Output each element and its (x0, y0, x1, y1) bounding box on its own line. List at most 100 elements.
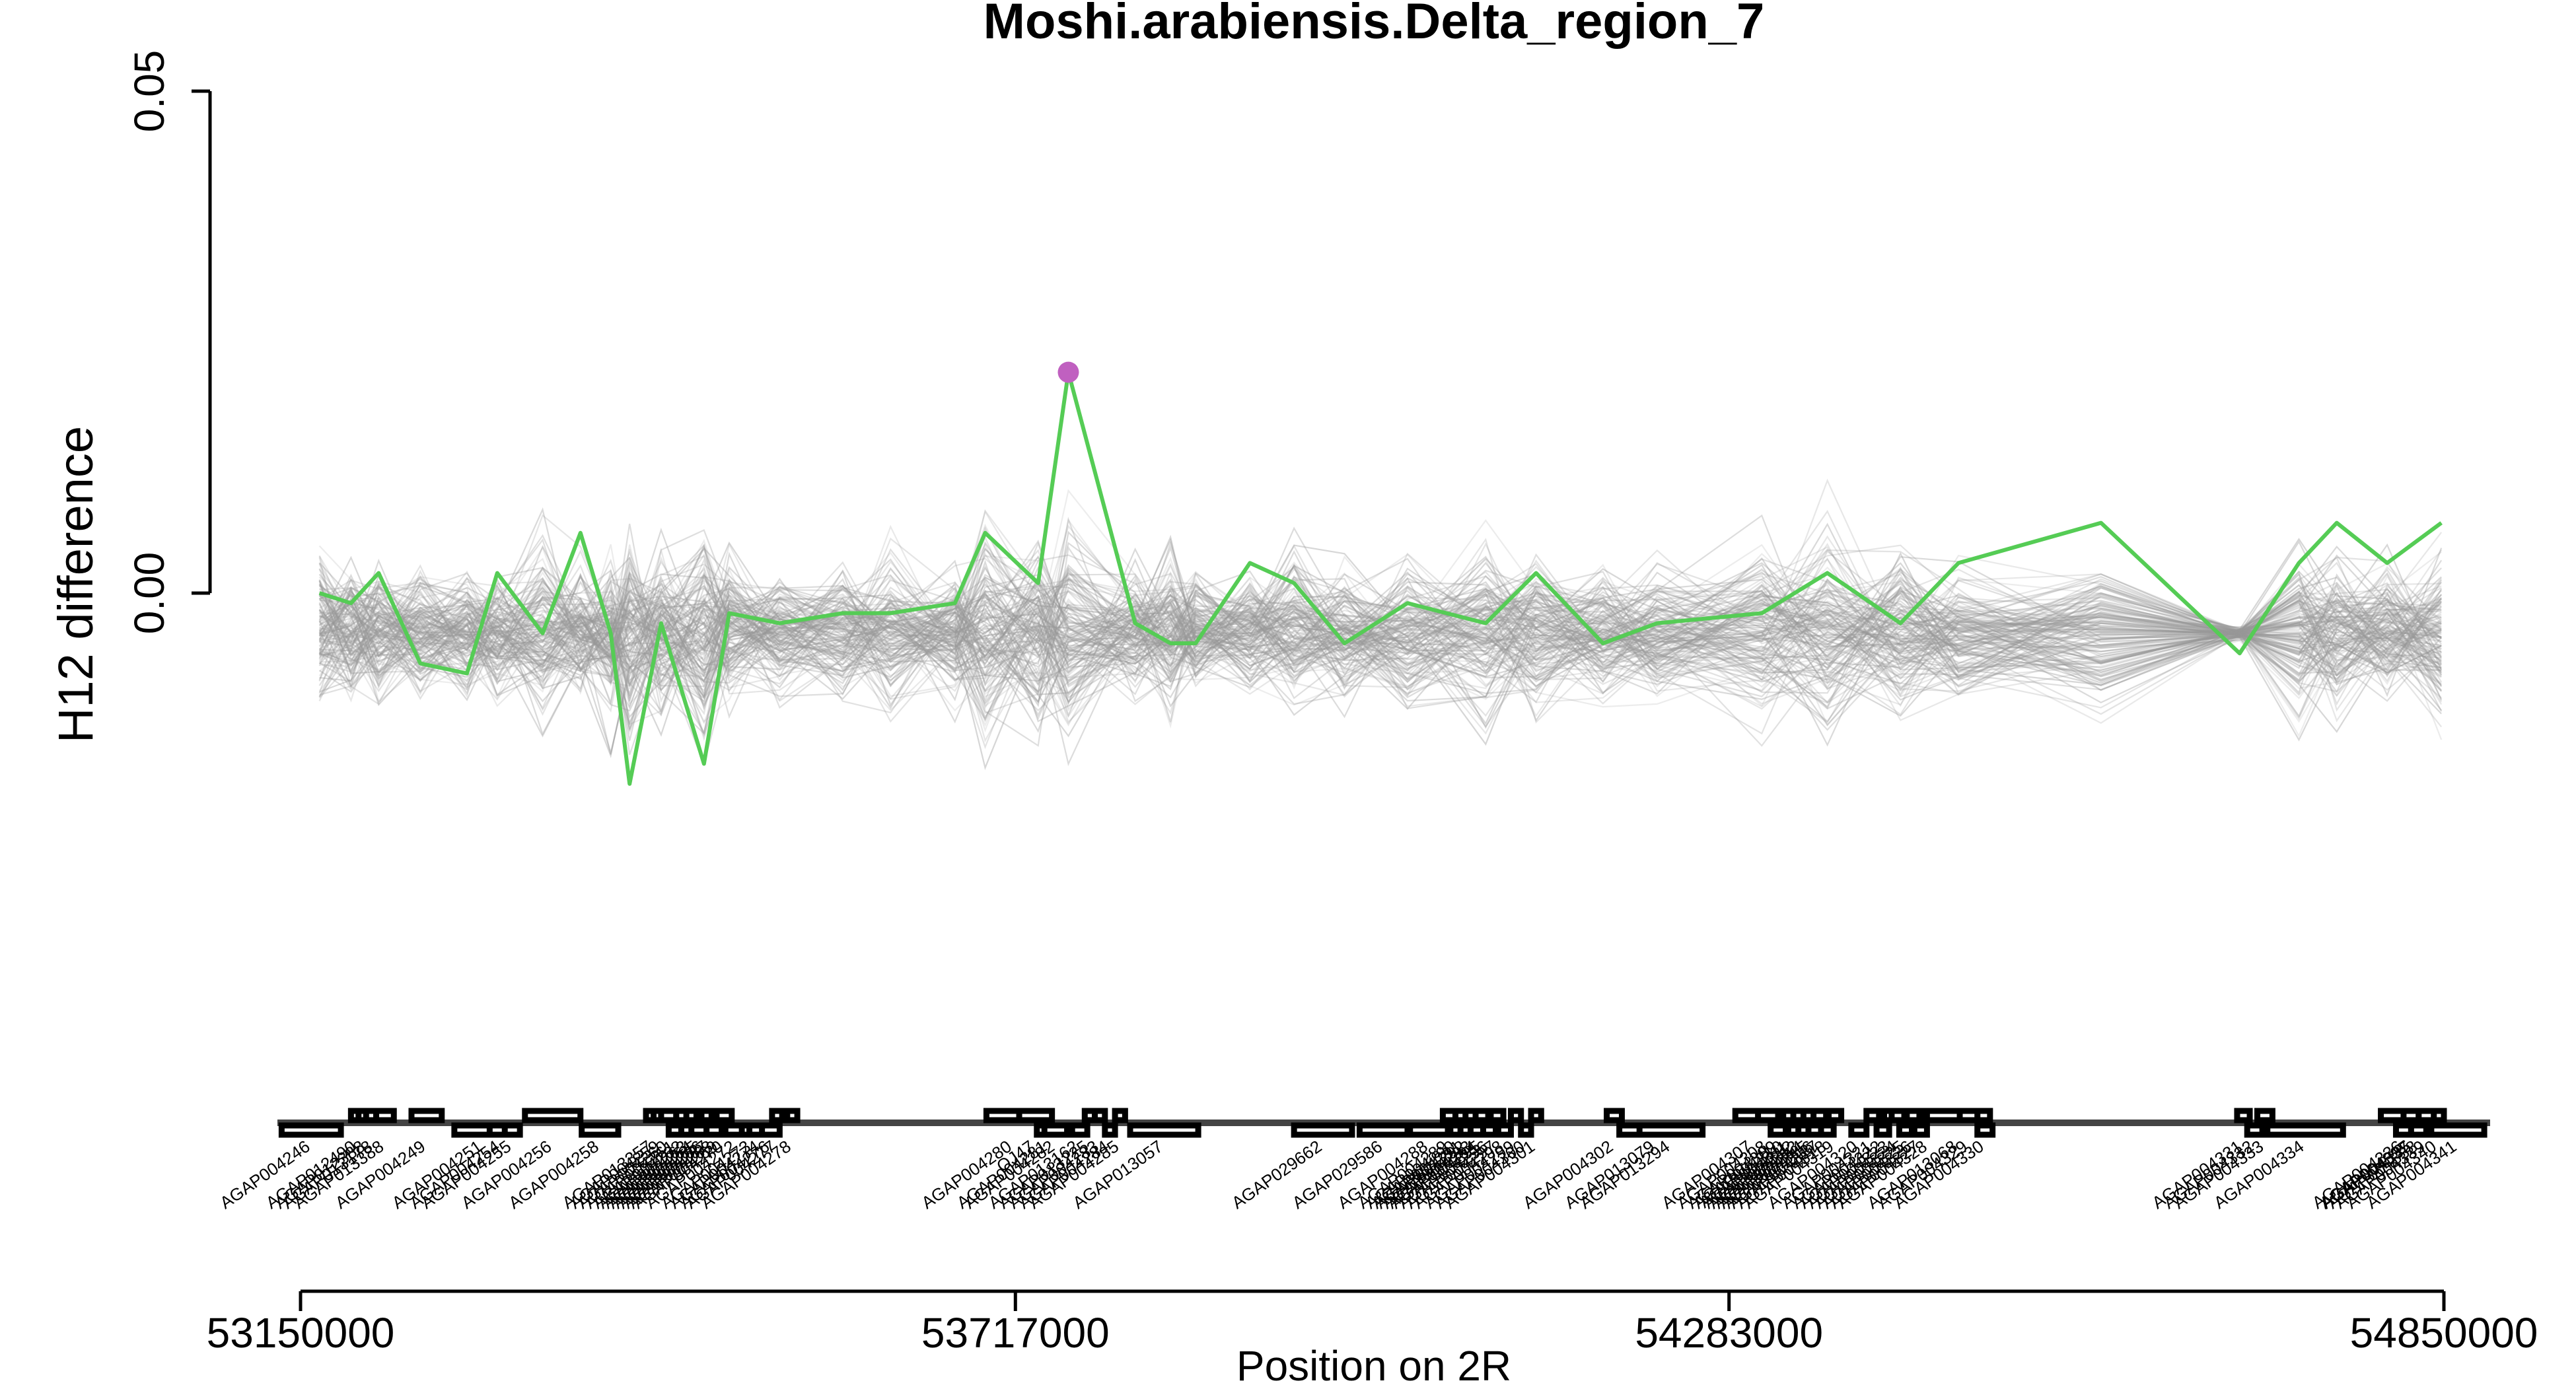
permutation-line (319, 538, 2443, 696)
permutation-line (319, 557, 2442, 702)
permutation-line (318, 579, 2442, 715)
gene-box (408, 1108, 445, 1123)
permutation-line (319, 563, 2443, 687)
permutation-line (319, 547, 2443, 681)
gene-box (1896, 1122, 1915, 1138)
gene-box (784, 1108, 801, 1123)
gene-box (1112, 1108, 1128, 1123)
permutation-line (318, 566, 2442, 723)
permutation-line (318, 589, 2442, 727)
gene-box (1016, 1108, 1055, 1123)
gene-box (1495, 1122, 1514, 1138)
gene-box (1127, 1122, 1201, 1138)
permutation-line (319, 561, 2442, 735)
gene-box (1041, 1122, 1071, 1138)
permutation-line (319, 518, 2442, 732)
gene-box (1480, 1122, 1499, 1138)
permutation-line (318, 524, 2443, 707)
permutation-line (318, 590, 2442, 719)
x-axis: 53150000 53717000 54283000 54850000 (207, 1289, 2538, 1357)
permutation-line (318, 577, 2442, 692)
permutation-line (318, 544, 2442, 712)
permutation-line (318, 542, 2442, 678)
permutation-line (318, 544, 2442, 750)
permutation-line (319, 550, 2443, 695)
permutation-line (318, 566, 2442, 710)
permutation-line (318, 593, 2442, 723)
permutation-line (318, 542, 2442, 704)
gene-box (1472, 1108, 1491, 1123)
gene-box (713, 1108, 735, 1123)
permutation-line (318, 519, 2442, 709)
permutation-line (318, 538, 2442, 699)
gene-box (1768, 1122, 1789, 1138)
permutation-line (318, 546, 2442, 741)
permutation-line (318, 558, 2442, 693)
permutation-line (319, 570, 2442, 715)
y-tick-label: 0.00 (125, 552, 173, 635)
permutation-line (319, 562, 2442, 682)
permutation-line (318, 570, 2442, 755)
y-tick-label: 0.05 (125, 50, 173, 133)
gene-box (2254, 1108, 2275, 1123)
y-axis-label: H12 difference (48, 426, 103, 743)
permutation-line (318, 581, 2442, 705)
gene-box (1487, 1108, 1507, 1123)
gene-box (2408, 1122, 2429, 1138)
permutation-line (318, 555, 2442, 724)
permutation-line (319, 561, 2442, 700)
permutation-line (318, 478, 2442, 694)
gene-box (1863, 1108, 1882, 1123)
permutation-line (318, 523, 2442, 707)
permutation-line (318, 542, 2442, 700)
permutation-line (319, 555, 2442, 690)
permutation-line (319, 541, 2443, 697)
gene-box (1956, 1108, 1981, 1123)
permutation-line (319, 565, 2443, 703)
permutation-line (318, 559, 2443, 724)
y-axis: 0.00 0.05 (125, 50, 212, 635)
permutation-line (318, 541, 2442, 718)
permutation-line (319, 548, 2443, 736)
permutation-line (318, 563, 2442, 743)
permutation-line (319, 554, 2442, 709)
permutation-line (318, 571, 2442, 689)
permutation-line (319, 523, 2442, 735)
permutation-line (318, 543, 2443, 691)
gene-box (2234, 1108, 2253, 1123)
permutation-line (318, 571, 2442, 714)
gene-box (1507, 1108, 1524, 1123)
permutation-line (318, 565, 2443, 702)
permutation-line (318, 581, 2442, 696)
permutation-line (318, 509, 2443, 698)
x-tick-label: 53150000 (207, 1309, 395, 1357)
permutation-line (319, 567, 2442, 726)
permutation-line (318, 567, 2443, 733)
permutation-line (318, 576, 2443, 706)
gene-box (522, 1108, 584, 1123)
gene-box (1818, 1122, 1837, 1138)
gene-box (1848, 1122, 1870, 1138)
permutation-line (318, 572, 2442, 725)
x-tick-label: 54850000 (2350, 1309, 2538, 1357)
permutation-line (319, 563, 2442, 689)
permutation-line (319, 539, 2443, 696)
permutation-line (319, 552, 2442, 735)
gene-box (579, 1122, 622, 1138)
permutation-line (318, 534, 2442, 756)
chart-title: Moshi.arabiensis.Delta_region_7 (984, 0, 1765, 50)
gene-box (703, 1122, 725, 1138)
permutation-line (319, 556, 2442, 723)
permutation-line (319, 544, 2442, 695)
permutation-line (318, 554, 2443, 735)
gene-box (278, 1122, 344, 1138)
permutation-line (318, 529, 2442, 710)
gene-box (759, 1122, 783, 1138)
permutation-line (318, 563, 2442, 716)
permutation-line (318, 553, 2442, 730)
gene-box (1069, 1122, 1091, 1138)
permutation-line (319, 548, 2443, 747)
x-axis-label: Position on 2R (1236, 1342, 1511, 1387)
permutation-line (318, 550, 2442, 741)
